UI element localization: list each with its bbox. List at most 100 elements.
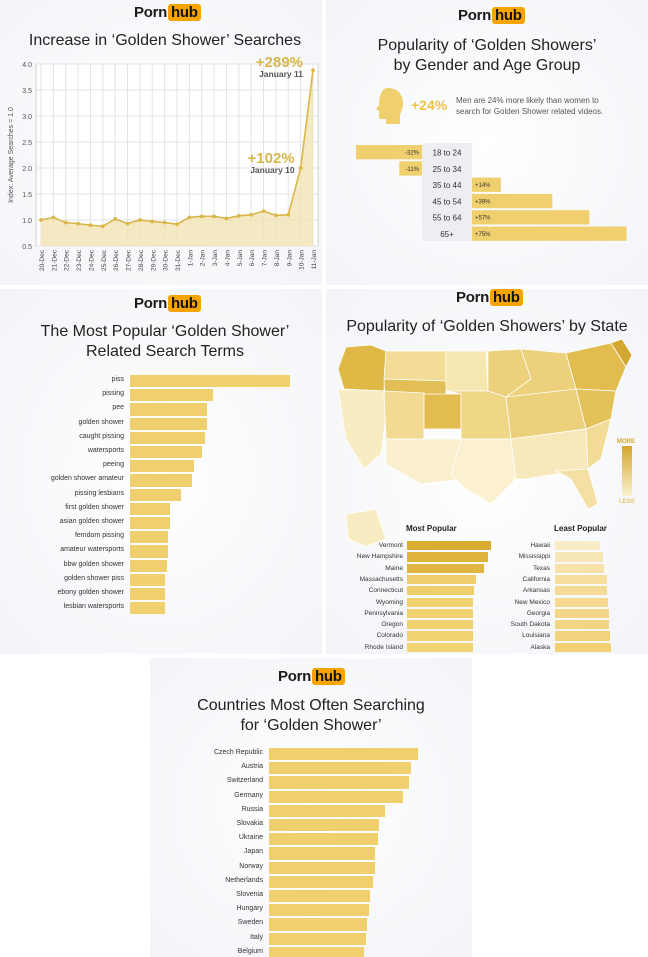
category-label: South Dakota bbox=[510, 621, 550, 629]
bar bbox=[269, 875, 374, 888]
chart-title: Increase in ‘Golden Shower’ Searches bbox=[28, 32, 302, 49]
bar bbox=[269, 762, 411, 775]
chart-title: Popularity of ‘Golden Showers’ by State bbox=[346, 318, 628, 335]
legend-gradient bbox=[622, 446, 632, 496]
y-axis-label: Index: Average Searches = 1.0 bbox=[8, 107, 15, 203]
bar bbox=[555, 574, 607, 585]
bar bbox=[130, 375, 290, 388]
bar bbox=[269, 932, 366, 945]
x-tick-label: 20-Dec bbox=[39, 249, 46, 271]
search-terms-panel: Porn hub The Most Popular ‘Golden Shower’… bbox=[0, 289, 322, 654]
bar bbox=[130, 517, 170, 530]
category-label: pee bbox=[112, 404, 124, 412]
bar bbox=[269, 946, 365, 957]
category-label: Vermont bbox=[378, 542, 403, 549]
category-label: golden shower bbox=[78, 418, 124, 426]
x-tick-label: 29-Dec bbox=[150, 249, 157, 271]
category-label: Georgia bbox=[526, 609, 550, 617]
category-label: Wyoming bbox=[375, 598, 403, 606]
x-tick-label: 11-Jan bbox=[311, 250, 318, 270]
bar bbox=[472, 177, 501, 192]
head-icon bbox=[376, 88, 403, 124]
category-label: 18 to 24 bbox=[433, 149, 462, 158]
category-label: Connecticut bbox=[368, 587, 403, 595]
bar bbox=[269, 904, 369, 917]
bar bbox=[407, 631, 474, 641]
x-tick-label: 7-Jan bbox=[262, 250, 269, 267]
map-region-southeast bbox=[585, 418, 612, 470]
x-tick-label: 5-Jan bbox=[237, 250, 244, 267]
x-tick-label: 27-Dec bbox=[126, 249, 133, 271]
data-point bbox=[212, 214, 216, 219]
chart-title: Popularity of ‘Golden Showers’ by Gender… bbox=[377, 37, 597, 74]
data-point bbox=[199, 214, 204, 219]
bar bbox=[555, 620, 610, 630]
chart-title: The Most Popular ‘Golden Shower’ Related… bbox=[40, 323, 290, 360]
gender-pct: +24% bbox=[411, 97, 448, 113]
bar bbox=[269, 918, 368, 931]
legend-more: MORE bbox=[617, 439, 635, 445]
bar bbox=[130, 417, 207, 430]
x-tick-label: 3-Jan bbox=[212, 250, 219, 267]
x-tick-label: 23-Dec bbox=[76, 249, 83, 271]
bar bbox=[555, 642, 611, 652]
x-tick-label: 22-Dec bbox=[64, 249, 71, 271]
bar bbox=[555, 552, 604, 562]
bar bbox=[130, 431, 206, 444]
category-label: 25 to 34 bbox=[433, 165, 462, 174]
category-label: piss bbox=[111, 376, 124, 383]
bar bbox=[399, 161, 422, 176]
bar bbox=[407, 586, 475, 596]
category-label: femdom pissing bbox=[74, 532, 124, 540]
bar bbox=[407, 563, 485, 573]
pornhub-logo: Porn hub bbox=[458, 7, 525, 24]
category-label: Alaska bbox=[530, 643, 550, 651]
y-tick-label: 2.5 bbox=[22, 140, 32, 147]
data-point bbox=[150, 219, 155, 224]
data-label: +75% bbox=[475, 232, 491, 238]
category-label: Austria bbox=[241, 763, 263, 771]
gender-age-panel: Porn hub Popularity of ‘Golden Showers’ b… bbox=[326, 0, 648, 285]
map-region-maine bbox=[610, 339, 633, 368]
bar bbox=[130, 559, 167, 572]
y-tick-label: 2.0 bbox=[22, 166, 32, 173]
category-label: first golden shower bbox=[65, 503, 124, 511]
bar bbox=[555, 586, 608, 596]
annotation-date: January 10 bbox=[250, 165, 295, 175]
bar bbox=[130, 602, 166, 615]
category-label: peeing bbox=[102, 461, 124, 469]
least-popular-title: Least Popular bbox=[554, 524, 607, 533]
y-tick-label: 1.0 bbox=[22, 218, 32, 225]
bar bbox=[407, 597, 474, 607]
category-label: Ukraine bbox=[238, 834, 263, 842]
bar bbox=[407, 541, 491, 551]
category-label: Sweden bbox=[237, 919, 263, 927]
bar bbox=[555, 597, 608, 607]
category-label: Oregon bbox=[381, 621, 403, 629]
category-label: Slovenia bbox=[236, 891, 263, 898]
category-label: 45 to 54 bbox=[433, 197, 462, 206]
category-label: Italy bbox=[250, 933, 263, 941]
data-point bbox=[125, 221, 130, 226]
data-point bbox=[39, 218, 43, 222]
data-label: +39% bbox=[475, 199, 491, 205]
bar bbox=[269, 890, 371, 903]
x-tick-label: 10-Jan bbox=[299, 250, 306, 270]
bar bbox=[130, 389, 214, 402]
x-tick-label: 25-Dec bbox=[101, 249, 108, 271]
bar bbox=[130, 502, 170, 515]
category-label: Russia bbox=[241, 805, 263, 813]
category-label: Czech Republic bbox=[213, 749, 263, 756]
bar bbox=[407, 552, 489, 562]
annotation-date: January 11 bbox=[259, 69, 303, 79]
category-label: Mississippi bbox=[518, 553, 550, 561]
category-label: lesbian watersports bbox=[63, 603, 124, 611]
data-label: -32% bbox=[405, 151, 420, 157]
search-terms-bar-chart: piss pissing pee golden shower caught pissin… bbox=[0, 289, 322, 654]
bar bbox=[555, 563, 605, 573]
bar bbox=[130, 446, 202, 459]
data-point bbox=[224, 216, 229, 221]
category-label: pissing bbox=[102, 390, 124, 398]
bar bbox=[130, 460, 194, 473]
bar bbox=[269, 819, 380, 832]
